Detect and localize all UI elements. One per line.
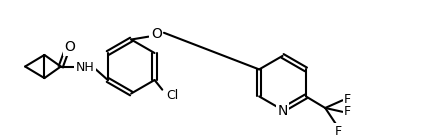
Text: N: N [278,104,288,118]
Text: NH: NH [75,61,94,74]
Text: O: O [151,27,162,41]
Text: F: F [344,105,351,118]
Text: F: F [344,93,351,106]
Text: F: F [335,125,342,138]
Text: O: O [64,40,75,54]
Text: Cl: Cl [166,89,178,102]
